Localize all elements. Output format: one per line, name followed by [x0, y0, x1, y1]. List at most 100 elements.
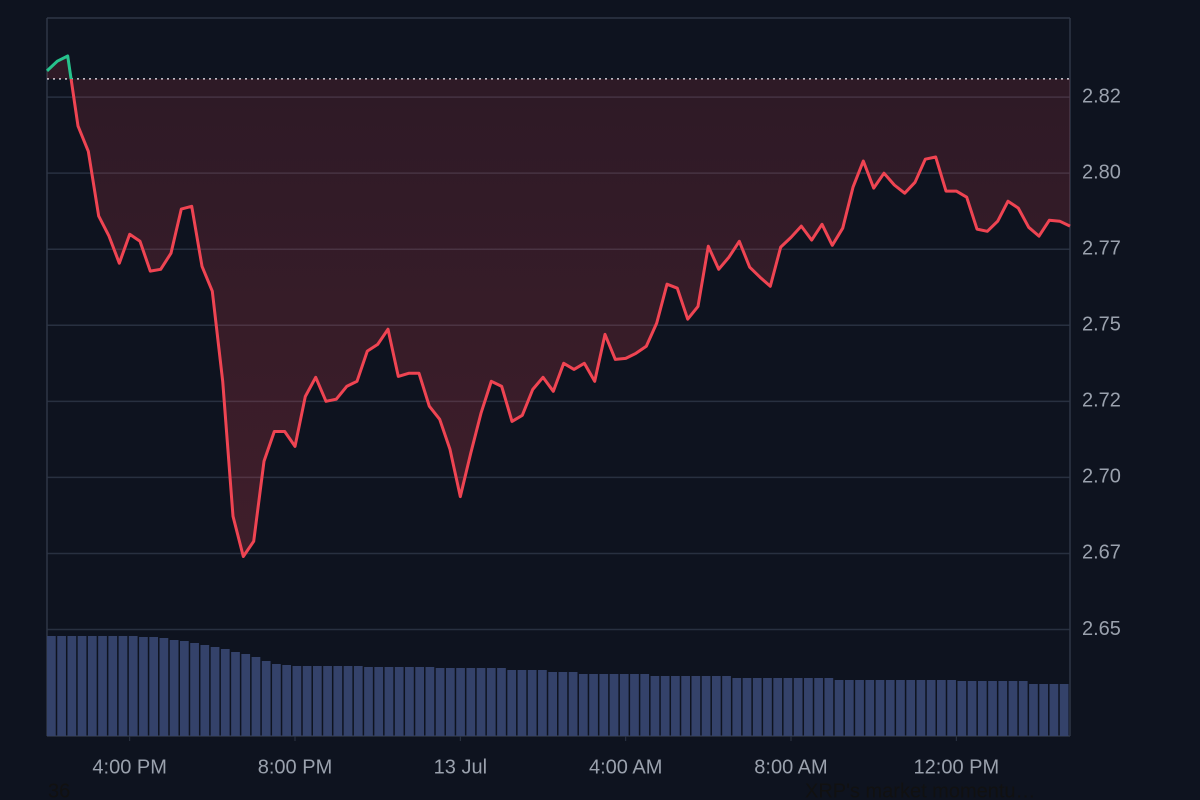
price-line	[45, 54, 1071, 558]
volume-bar	[67, 636, 77, 736]
footer-left: 36	[48, 780, 70, 800]
y-tick-label: 2.80	[1082, 161, 1121, 183]
volume-bar	[1049, 684, 1059, 736]
volume-bar	[241, 654, 251, 736]
volume-bar	[282, 665, 292, 736]
volume-bar	[865, 680, 875, 736]
volume-bar	[517, 670, 527, 736]
volume-bar	[87, 636, 97, 736]
volume-bar	[394, 667, 404, 736]
volume-bar	[763, 678, 772, 736]
volume-bar	[752, 678, 762, 736]
volume-bar	[671, 676, 680, 736]
volume-bar	[323, 666, 332, 736]
volume-bar	[261, 661, 271, 736]
volume-bar	[220, 649, 230, 736]
volume-bar	[466, 668, 476, 736]
volume-bar	[885, 680, 895, 736]
volume-bar	[292, 666, 302, 736]
volume-bar	[722, 676, 731, 736]
volume-bar	[200, 645, 210, 736]
volume-bar	[691, 676, 701, 736]
volume-bar	[1008, 681, 1018, 736]
volume-bar	[640, 674, 650, 736]
volume-bar	[128, 636, 138, 736]
y-tick-label: 2.70	[1082, 466, 1121, 488]
volume-bar	[302, 666, 312, 736]
footer-right: XRP's market momentu…	[805, 780, 1036, 800]
volume-bar	[47, 636, 56, 736]
volume-bar	[384, 667, 394, 736]
y-tick-label: 2.75	[1082, 314, 1121, 336]
volume-bar	[1039, 684, 1049, 736]
volume-bar	[824, 678, 834, 736]
volume-bar	[527, 670, 537, 736]
volume-bar	[231, 652, 240, 736]
volume-bar	[619, 674, 629, 736]
volume-bar	[906, 680, 916, 736]
volume-bar	[272, 664, 281, 736]
volume-bar	[804, 678, 813, 736]
volume-bar	[1059, 684, 1069, 736]
volume-bar	[578, 674, 588, 736]
volume-bar	[415, 667, 425, 736]
volume-bar	[875, 680, 885, 736]
volume-bar	[353, 666, 363, 736]
y-tick-label: 2.77	[1082, 238, 1121, 260]
volume-bar	[599, 674, 609, 736]
volume-bar	[374, 667, 384, 736]
volume-bar	[926, 680, 936, 736]
volume-bar	[210, 647, 220, 736]
volume-bar	[998, 681, 1008, 736]
volume-bar	[609, 674, 619, 736]
x-tick-label: 4:00 AM	[589, 756, 662, 778]
volume-bar	[179, 641, 189, 736]
x-tick-label: 12:00 PM	[914, 756, 1000, 778]
volume-bar	[190, 643, 199, 736]
volume-bar	[650, 676, 660, 736]
volume-bar	[1018, 681, 1028, 736]
volume-bar	[405, 667, 414, 736]
volume-bar	[701, 676, 711, 736]
volume-bar	[967, 681, 977, 736]
volume-bar	[834, 680, 844, 736]
volume-bar	[139, 637, 148, 736]
volume-bar	[988, 681, 997, 736]
volume-bar	[937, 680, 946, 736]
volume-bar	[630, 674, 639, 736]
y-tick-label: 2.72	[1082, 390, 1121, 412]
y-tick-label: 2.65	[1082, 618, 1121, 640]
volume-bar	[783, 678, 793, 736]
volume-bar	[896, 680, 905, 736]
volume-bar	[486, 668, 496, 736]
volume-bar	[149, 637, 159, 736]
volume-bar	[568, 672, 578, 736]
volume-bar	[793, 678, 803, 736]
y-tick-label: 2.82	[1082, 85, 1121, 107]
volume-bar	[548, 672, 557, 736]
volume-bar	[814, 678, 823, 736]
volume-bar	[57, 636, 66, 736]
volume-bar	[711, 676, 721, 736]
volume-bar	[435, 668, 445, 736]
volume-bar	[660, 676, 670, 736]
volume-bar	[947, 680, 956, 736]
volume-bar	[169, 640, 179, 736]
volume-bar	[844, 680, 854, 736]
volume-bar	[445, 668, 455, 736]
baseline-area	[47, 56, 1070, 557]
volume-bar	[343, 666, 353, 736]
volume-bar	[425, 667, 435, 736]
volume-bar	[681, 676, 690, 736]
volume-bar	[497, 668, 506, 736]
volume-bar	[98, 636, 107, 736]
volume-bar	[773, 678, 783, 736]
y-tick-label: 2.67	[1082, 542, 1121, 564]
volume-bar	[1029, 684, 1038, 736]
volume-bar	[108, 636, 118, 736]
volume-bar	[118, 636, 128, 736]
volume-bar	[476, 668, 486, 736]
x-tick-label: 13 Jul	[434, 756, 487, 778]
